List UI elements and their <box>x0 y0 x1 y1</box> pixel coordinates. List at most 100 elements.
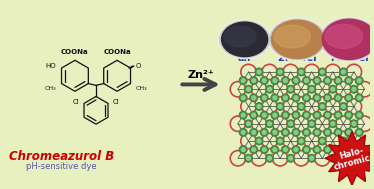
Circle shape <box>246 122 250 126</box>
Circle shape <box>345 111 352 119</box>
Text: COONa: COONa <box>61 49 89 55</box>
Circle shape <box>266 85 273 93</box>
Circle shape <box>355 129 363 136</box>
Circle shape <box>352 156 356 160</box>
Ellipse shape <box>222 22 268 57</box>
Circle shape <box>294 79 298 83</box>
Text: HO: HO <box>45 63 56 69</box>
Circle shape <box>336 96 340 100</box>
Circle shape <box>241 79 245 83</box>
Circle shape <box>329 85 337 93</box>
Circle shape <box>347 130 350 134</box>
Circle shape <box>345 77 352 84</box>
Text: CH₃: CH₃ <box>135 86 147 91</box>
Circle shape <box>315 79 319 83</box>
Circle shape <box>336 148 340 152</box>
Circle shape <box>260 146 268 153</box>
Circle shape <box>271 77 279 84</box>
Ellipse shape <box>319 17 374 61</box>
Circle shape <box>308 85 316 93</box>
Circle shape <box>345 146 352 153</box>
Circle shape <box>334 129 342 136</box>
Circle shape <box>310 87 314 91</box>
Circle shape <box>303 146 310 153</box>
Circle shape <box>239 146 247 153</box>
Circle shape <box>334 111 342 119</box>
Circle shape <box>326 79 329 83</box>
Circle shape <box>340 68 347 76</box>
Circle shape <box>318 68 326 76</box>
Text: Chromeazurol B: Chromeazurol B <box>9 150 114 163</box>
Circle shape <box>282 111 289 119</box>
Circle shape <box>350 85 358 93</box>
Circle shape <box>324 94 331 102</box>
Circle shape <box>289 156 292 160</box>
Circle shape <box>292 77 300 84</box>
Text: 2M HCl: 2M HCl <box>278 53 317 63</box>
Circle shape <box>329 154 337 162</box>
Circle shape <box>340 137 347 145</box>
Circle shape <box>326 130 329 134</box>
Circle shape <box>289 87 292 91</box>
Circle shape <box>271 94 279 102</box>
Circle shape <box>315 113 319 117</box>
Circle shape <box>345 94 352 102</box>
Circle shape <box>271 146 279 153</box>
Circle shape <box>347 113 350 117</box>
Circle shape <box>336 113 340 117</box>
Circle shape <box>252 79 256 83</box>
Circle shape <box>324 146 331 153</box>
Circle shape <box>326 96 329 100</box>
Ellipse shape <box>274 25 310 48</box>
Circle shape <box>357 148 361 152</box>
Circle shape <box>294 96 298 100</box>
Circle shape <box>255 137 263 145</box>
Circle shape <box>276 68 284 76</box>
Circle shape <box>313 129 321 136</box>
Circle shape <box>324 129 331 136</box>
Circle shape <box>268 156 272 160</box>
Circle shape <box>250 94 258 102</box>
Circle shape <box>341 105 345 108</box>
Circle shape <box>287 154 294 162</box>
Circle shape <box>355 111 363 119</box>
Text: chromic: chromic <box>333 154 371 172</box>
Circle shape <box>257 139 261 143</box>
Circle shape <box>292 111 300 119</box>
Circle shape <box>294 130 298 134</box>
Circle shape <box>292 94 300 102</box>
Circle shape <box>347 148 350 152</box>
Text: COONa: COONa <box>103 49 131 55</box>
Circle shape <box>271 129 279 136</box>
Circle shape <box>357 113 361 117</box>
Circle shape <box>357 130 361 134</box>
Ellipse shape <box>325 24 362 48</box>
Circle shape <box>304 148 309 152</box>
Circle shape <box>341 70 345 74</box>
Circle shape <box>352 122 356 126</box>
Circle shape <box>350 120 358 128</box>
Circle shape <box>341 139 345 143</box>
Circle shape <box>263 113 266 117</box>
Circle shape <box>294 148 298 152</box>
Circle shape <box>239 94 247 102</box>
Circle shape <box>252 148 256 152</box>
Circle shape <box>245 85 252 93</box>
Circle shape <box>315 96 319 100</box>
Circle shape <box>241 96 245 100</box>
Circle shape <box>252 130 256 134</box>
Text: CH₃: CH₃ <box>45 86 56 91</box>
Circle shape <box>329 120 337 128</box>
Circle shape <box>241 130 245 134</box>
Circle shape <box>336 130 340 134</box>
Circle shape <box>297 103 305 110</box>
Circle shape <box>278 139 282 143</box>
Ellipse shape <box>219 20 270 59</box>
Circle shape <box>250 146 258 153</box>
Circle shape <box>357 96 361 100</box>
Circle shape <box>304 79 309 83</box>
Circle shape <box>294 113 298 117</box>
Ellipse shape <box>270 19 325 60</box>
Circle shape <box>260 94 268 102</box>
Text: Halo-: Halo- <box>339 146 365 161</box>
